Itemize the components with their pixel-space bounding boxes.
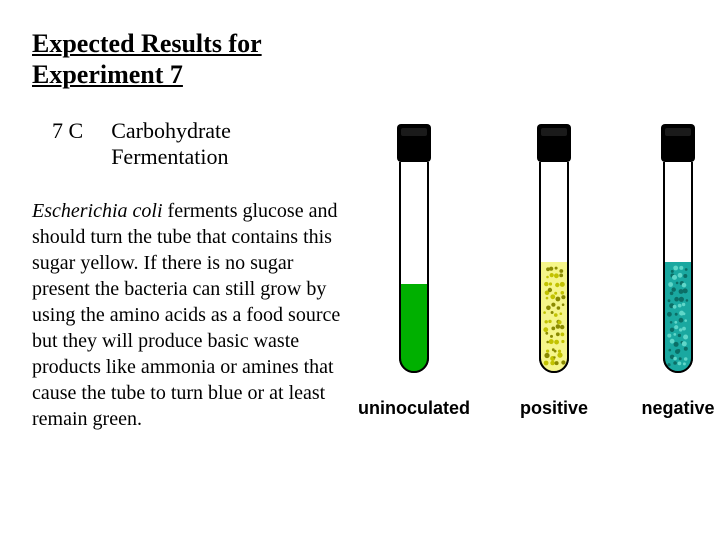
tube-col-positive: positive <box>514 122 594 419</box>
section-row: 7 C Carbohydrate Fermentation <box>52 118 231 171</box>
tube-label: uninoculated <box>358 398 470 419</box>
body-rest: ferments glucose and should turn the tub… <box>32 200 340 430</box>
test-tube-icon <box>514 122 594 392</box>
title-line-2: Experiment 7 <box>32 60 183 89</box>
tubes-area: uninoculated positive negative <box>358 122 718 442</box>
test-tube-icon <box>638 122 718 392</box>
section-name: Carbohydrate Fermentation <box>111 118 231 171</box>
tube-col-negative: negative <box>638 122 718 419</box>
section-code: 7 C <box>52 118 83 144</box>
section-name-line-1: Carbohydrate <box>111 118 231 143</box>
page-title: Expected Results for Experiment 7 <box>32 28 292 90</box>
species-name: Escherichia coli <box>32 200 163 222</box>
body-text: Escherichia coli ferments glucose and sh… <box>32 198 350 432</box>
title-line-1: Expected Results for <box>32 29 262 58</box>
tube-label: positive <box>520 398 588 419</box>
tube-label: negative <box>641 398 714 419</box>
tube-col-uninoculated: uninoculated <box>358 122 470 419</box>
test-tube-icon <box>374 122 454 392</box>
section-name-line-2: Fermentation <box>111 144 228 169</box>
